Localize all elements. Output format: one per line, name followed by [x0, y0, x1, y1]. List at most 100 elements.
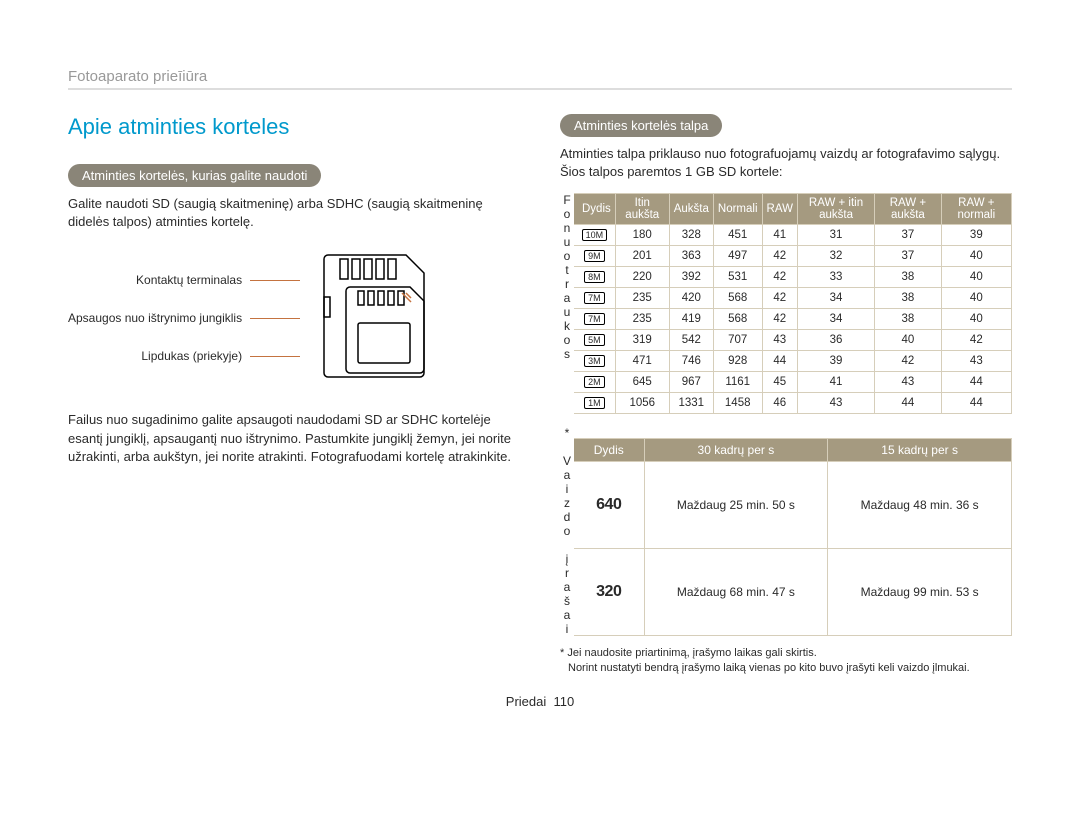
data-cell: 40 [941, 246, 1011, 267]
data-cell: 45 [762, 372, 797, 393]
size-cell: 7M [574, 288, 615, 309]
footer-page-number: 110 [553, 694, 574, 709]
data-cell: Maždaug 99 min. 53 s [828, 549, 1012, 636]
table1-header: RAW + itin aukšta [797, 194, 874, 225]
table-row: 2M645967116145414344 [574, 372, 1012, 393]
data-cell: Maždaug 68 min. 47 s [644, 549, 828, 636]
table1-header: Aukšta [669, 194, 713, 225]
table-row: 7M23541956842343840 [574, 309, 1012, 330]
intro-1: Galite naudoti SD (saugią skaitmeninę) a… [68, 195, 520, 231]
data-cell: 235 [615, 309, 669, 330]
data-cell: 42 [941, 330, 1011, 351]
body-2: Failus nuo sugadinimo galite apsaugoti n… [68, 411, 520, 466]
size-cell: 3M [574, 351, 615, 372]
size-cell: 2M [574, 372, 615, 393]
data-cell: 451 [713, 225, 762, 246]
data-cell: 39 [797, 351, 874, 372]
footnote-2: Norint nustatyti bendrą įrašymo laiką vi… [568, 661, 1012, 676]
page-footer: Priedai 110 [68, 694, 1012, 709]
data-cell: 40 [875, 330, 942, 351]
capacity-table-video: Dydis30 kadrų per s15 kadrų per s 640Maž… [574, 438, 1012, 636]
data-cell: 471 [615, 351, 669, 372]
size-cell: 8M [574, 267, 615, 288]
data-cell: 44 [762, 351, 797, 372]
intro-2: Atminties talpa priklauso nuo fotografuo… [560, 145, 1012, 181]
data-cell: 1161 [713, 372, 762, 393]
data-cell: Maždaug 48 min. 36 s [828, 462, 1012, 549]
data-cell: 34 [797, 288, 874, 309]
sd-card-icon [300, 243, 470, 393]
table2-side-label: * Vaizdo įrašai [560, 426, 574, 636]
data-cell: 42 [762, 267, 797, 288]
data-cell: 38 [875, 267, 942, 288]
data-cell: 43 [762, 330, 797, 351]
label-write-protect: Apsaugos nuo ištrynimo jungiklis [68, 311, 242, 325]
table-row: 5M31954270743364042 [574, 330, 1012, 351]
data-cell: 40 [941, 309, 1011, 330]
size-cell: 9M [574, 246, 615, 267]
data-cell: 645 [615, 372, 669, 393]
data-cell: 542 [669, 330, 713, 351]
data-cell: 319 [615, 330, 669, 351]
label-contacts: Kontaktų terminalas [136, 273, 242, 287]
data-cell: 41 [797, 372, 874, 393]
table-row: 7M23542056842343840 [574, 288, 1012, 309]
data-cell: 42 [762, 246, 797, 267]
table1-side-label: Fonuotraukos [560, 193, 574, 414]
data-cell: 43 [875, 372, 942, 393]
data-cell: 37 [875, 225, 942, 246]
size-cell: 7M [574, 309, 615, 330]
data-cell: 746 [669, 351, 713, 372]
table1-header: Dydis [574, 194, 615, 225]
data-cell: 43 [797, 393, 874, 414]
data-cell: 1056 [615, 393, 669, 414]
table-row: 10M18032845141313739 [574, 225, 1012, 246]
footer-label: Priedai [506, 694, 546, 709]
sd-card-diagram: Kontaktų terminalas Apsaugos nuo ištryni… [68, 243, 520, 393]
size-cell: 320 [574, 549, 644, 636]
pill-usable-cards: Atminties kortelės, kurias galite naudot… [68, 164, 321, 187]
right-column: Atminties kortelės talpa Atminties talpa… [560, 114, 1012, 676]
data-cell: 34 [797, 309, 874, 330]
data-cell: 44 [941, 393, 1011, 414]
data-cell: 38 [875, 288, 942, 309]
table1-header: RAW + normali [941, 194, 1011, 225]
data-cell: 40 [941, 267, 1011, 288]
data-cell: 37 [875, 246, 942, 267]
data-cell: 42 [762, 288, 797, 309]
data-cell: 497 [713, 246, 762, 267]
data-cell: 363 [669, 246, 713, 267]
data-cell: 419 [669, 309, 713, 330]
size-cell: 640 [574, 462, 644, 549]
data-cell: 44 [875, 393, 942, 414]
data-cell: 220 [615, 267, 669, 288]
data-cell: 44 [941, 372, 1011, 393]
table1-header: Normali [713, 194, 762, 225]
data-cell: 568 [713, 309, 762, 330]
data-cell: 31 [797, 225, 874, 246]
data-cell: 46 [762, 393, 797, 414]
table1-header: Itin aukšta [615, 194, 669, 225]
pill-capacity: Atminties kortelės talpa [560, 114, 722, 137]
rule [68, 88, 1012, 90]
data-cell: 180 [615, 225, 669, 246]
label-sticker: Lipdukas (priekyje) [141, 349, 242, 363]
data-cell: 39 [941, 225, 1011, 246]
data-cell: 32 [797, 246, 874, 267]
table-row: 1M10561331145846434444 [574, 393, 1012, 414]
data-cell: 43 [941, 351, 1011, 372]
table2-header: Dydis [574, 439, 644, 462]
data-cell: 235 [615, 288, 669, 309]
data-cell: 392 [669, 267, 713, 288]
data-cell: 40 [941, 288, 1011, 309]
data-cell: 33 [797, 267, 874, 288]
data-cell: 201 [615, 246, 669, 267]
data-cell: 531 [713, 267, 762, 288]
data-cell: 42 [762, 309, 797, 330]
capacity-table-photos: DydisItin aukštaAukštaNormaliRAWRAW + it… [574, 193, 1012, 414]
page-title: Apie atminties korteles [68, 114, 520, 140]
data-cell: 41 [762, 225, 797, 246]
table-row: 8M22039253142333840 [574, 267, 1012, 288]
table-row: 320Maždaug 68 min. 47 sMaždaug 99 min. 5… [574, 549, 1012, 636]
size-cell: 5M [574, 330, 615, 351]
